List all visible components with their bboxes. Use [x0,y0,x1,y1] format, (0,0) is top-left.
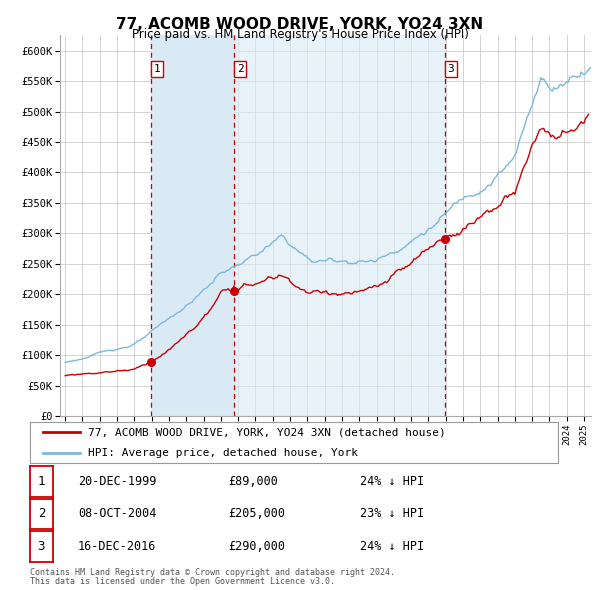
Text: 24% ↓ HPI: 24% ↓ HPI [360,540,424,553]
Text: £290,000: £290,000 [228,540,285,553]
Text: 08-OCT-2004: 08-OCT-2004 [78,507,157,520]
Text: 1: 1 [38,475,45,488]
Text: 3: 3 [448,64,454,74]
Text: 20-DEC-1999: 20-DEC-1999 [78,475,157,488]
Text: Contains HM Land Registry data © Crown copyright and database right 2024.: Contains HM Land Registry data © Crown c… [30,568,395,577]
Text: This data is licensed under the Open Government Licence v3.0.: This data is licensed under the Open Gov… [30,577,335,586]
Text: 77, ACOMB WOOD DRIVE, YORK, YO24 3XN (detached house): 77, ACOMB WOOD DRIVE, YORK, YO24 3XN (de… [88,427,446,437]
Text: 1: 1 [154,64,160,74]
Text: £89,000: £89,000 [228,475,278,488]
Text: 23% ↓ HPI: 23% ↓ HPI [360,507,424,520]
Text: 3: 3 [38,540,45,553]
Text: 2: 2 [38,507,45,520]
Text: Price paid vs. HM Land Registry's House Price Index (HPI): Price paid vs. HM Land Registry's House … [131,28,469,41]
Text: HPI: Average price, detached house, York: HPI: Average price, detached house, York [88,448,358,458]
Bar [235,35,445,416]
Bar [151,35,235,416]
Text: 24% ↓ HPI: 24% ↓ HPI [360,475,424,488]
Text: 16-DEC-2016: 16-DEC-2016 [78,540,157,553]
Text: £205,000: £205,000 [228,507,285,520]
Text: 2: 2 [237,64,244,74]
Text: 77, ACOMB WOOD DRIVE, YORK, YO24 3XN: 77, ACOMB WOOD DRIVE, YORK, YO24 3XN [116,17,484,31]
